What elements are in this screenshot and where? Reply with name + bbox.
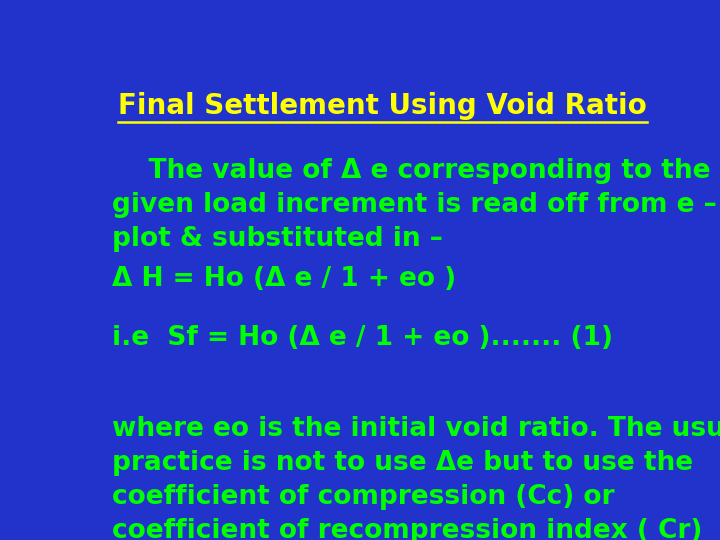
Text: Δ H = Ho (Δ e / 1 + eo ): Δ H = Ho (Δ e / 1 + eo ) xyxy=(112,266,456,293)
Text: Final Settlement Using Void Ratio: Final Settlement Using Void Ratio xyxy=(118,92,647,120)
Text: where eo is the initial void ratio. The usual
practice is not to use Δe but to u: where eo is the initial void ratio. The … xyxy=(112,416,720,540)
Text: i.e  Sf = Ho (Δ e / 1 + eo )....... (1): i.e Sf = Ho (Δ e / 1 + eo )....... (1) xyxy=(112,325,613,350)
Text: The value of Δ e corresponding to the
given load increment is read off from e – : The value of Δ e corresponding to the gi… xyxy=(112,158,720,252)
